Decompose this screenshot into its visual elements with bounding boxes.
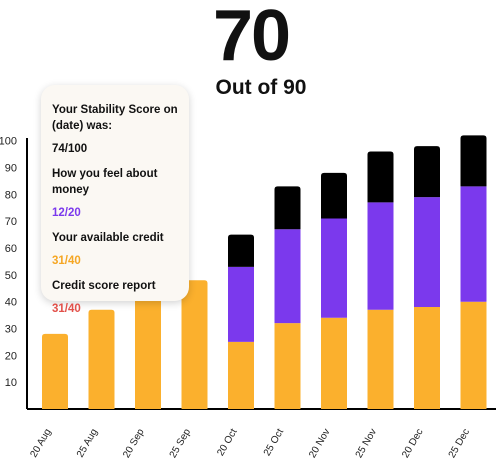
credit-label: Your available credit [52,232,164,244]
feel-label: How you feel about money [52,168,158,196]
x-tick-label: 25 Nov [354,427,379,460]
bar-segment [414,146,440,198]
bar-segment [321,317,347,409]
y-tick-label: 70 [5,216,17,228]
x-tick-label: 20 Aug [28,427,53,459]
bar-segment [181,280,208,409]
bar-segment [274,229,301,324]
bar-segment [414,307,440,409]
bar-segment [88,309,115,409]
y-tick-label: 100 [0,136,17,148]
y-tick-label: 60 [5,243,17,255]
bar-segment [228,234,254,267]
x-tick-label: 25 Aug [75,427,100,459]
x-tick-label: 25 Oct [262,427,286,458]
x-tick-label: 20 Sep [121,427,147,460]
bar-segment [414,197,440,308]
report-value: 31/40 [52,303,81,315]
y-tick-label: 90 [5,163,17,175]
stability-label: Your Stability Score on (date) was: [52,104,178,132]
bar-segment [42,333,68,409]
bar-segment [135,296,161,409]
bar-segment [460,135,487,187]
bar-segment [367,309,394,409]
y-tick-label: 40 [5,297,17,309]
stability-value: 74/100 [52,143,88,155]
x-tick-label: 20 Dec [400,427,425,460]
x-tick-label: 20 Nov [307,427,332,460]
y-tick-label: 30 [5,324,17,336]
bar-segment [228,266,254,342]
y-tick-label: 50 [5,270,17,282]
score-subtitle: Out of 90 [215,76,307,99]
credit-value: 31/40 [52,255,81,267]
y-tick-label: 80 [5,189,17,201]
y-tick-label: 20 [5,350,17,362]
bar-segment [274,186,301,230]
score-value: 70 [212,0,291,76]
report-label: Credit score report [52,280,156,292]
x-tick-label: 25 Sep [168,427,194,460]
bar-segment [460,301,487,409]
bar-segment [460,186,487,302]
bar-segment [228,341,254,409]
bar-segment [321,218,347,318]
x-tick-label: 25 Dec [447,427,472,460]
score-tooltip: Your Stability Score on (date) was: 74/1… [41,85,189,315]
bar-segment [321,172,347,219]
bar-segment [367,202,394,310]
y-tick-label: 10 [5,377,17,389]
bar-segment [367,151,394,203]
x-tick-label: 20 Oct [215,427,239,458]
feel-value: 12/20 [52,207,81,219]
bar-segment [274,323,301,409]
